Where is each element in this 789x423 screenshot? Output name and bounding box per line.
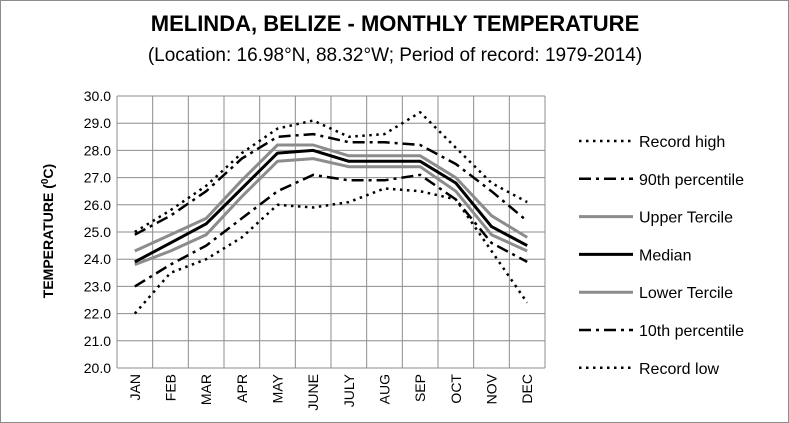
series-line [134,111,528,234]
x-tick-label: AUG [377,374,393,404]
y-axis-label: TEMPERATURE (0C) [40,164,56,298]
legend-label: 10th percentile [639,323,744,340]
legend-item: Upper Tercile [579,210,733,227]
x-tick-label: FEB [163,374,179,401]
series-line [134,143,528,253]
legend-label: Upper Tercile [639,210,733,227]
series-line [134,148,528,264]
y-tick-label: 28.0 [84,142,111,158]
series-lines [133,111,529,315]
y-tick-label: 24.0 [84,251,111,267]
x-tick-label: JUNE [305,374,321,411]
legend-item: Median [579,247,691,264]
legend: Record high 90th percentile Upper Tercile M… [579,134,744,378]
series-line [134,173,528,288]
legend-label: Lower Tercile [639,285,733,302]
x-tick-label: JULY [341,373,357,407]
x-ticks: JAN FEB MAR APR MAY JUNE JULY AUG SEP OCT NOV DEC [127,373,535,410]
legend-item: Record high [579,134,725,151]
series-line [134,157,528,267]
legend-item: 10th percentile [579,323,744,340]
x-tick-label: APR [234,374,250,403]
y-tick-label: 26.0 [84,197,111,213]
x-tick-label: DEC [519,374,535,404]
x-tick-label: MAR [198,374,214,405]
y-tick-label: 29.0 [84,115,111,131]
legend-label: Record low [639,361,719,378]
x-tick-label: OCT [448,374,464,404]
series-line [134,132,529,236]
x-tick-label: MAY [270,373,286,403]
x-tick-label: JAN [127,374,143,400]
y-tick-label: 23.0 [84,278,111,294]
legend-item: Lower Tercile [579,285,733,302]
series-line [133,187,529,315]
y-ticks: 20.0 21.0 22.0 23.0 24.0 25.0 26.0 27.0 28.0 29.0… [84,88,111,376]
chart-title: MELINDA, BELIZE - MONTHLY TEMPERATURE [151,11,640,36]
y-tick-label: 27.0 [84,170,111,186]
legend-label: Median [639,247,691,264]
x-tick-label: SEP [412,374,428,402]
y-tick-label: 25.0 [84,224,111,240]
y-tick-label: 30.0 [84,88,111,104]
legend-item: Record low [579,361,719,378]
x-tick-label: NOV [484,373,500,404]
legend-label: 90th percentile [639,172,744,189]
gridlines [116,95,546,369]
y-tick-label: 21.0 [84,333,111,349]
y-tick-label: 22.0 [84,306,111,322]
chart-subtitle: (Location: 16.98°N, 88.32°W; Period of r… [148,45,642,66]
legend-item: 90th percentile [579,172,744,189]
legend-label: Record high [639,134,725,151]
y-tick-label: 20.0 [84,360,111,376]
